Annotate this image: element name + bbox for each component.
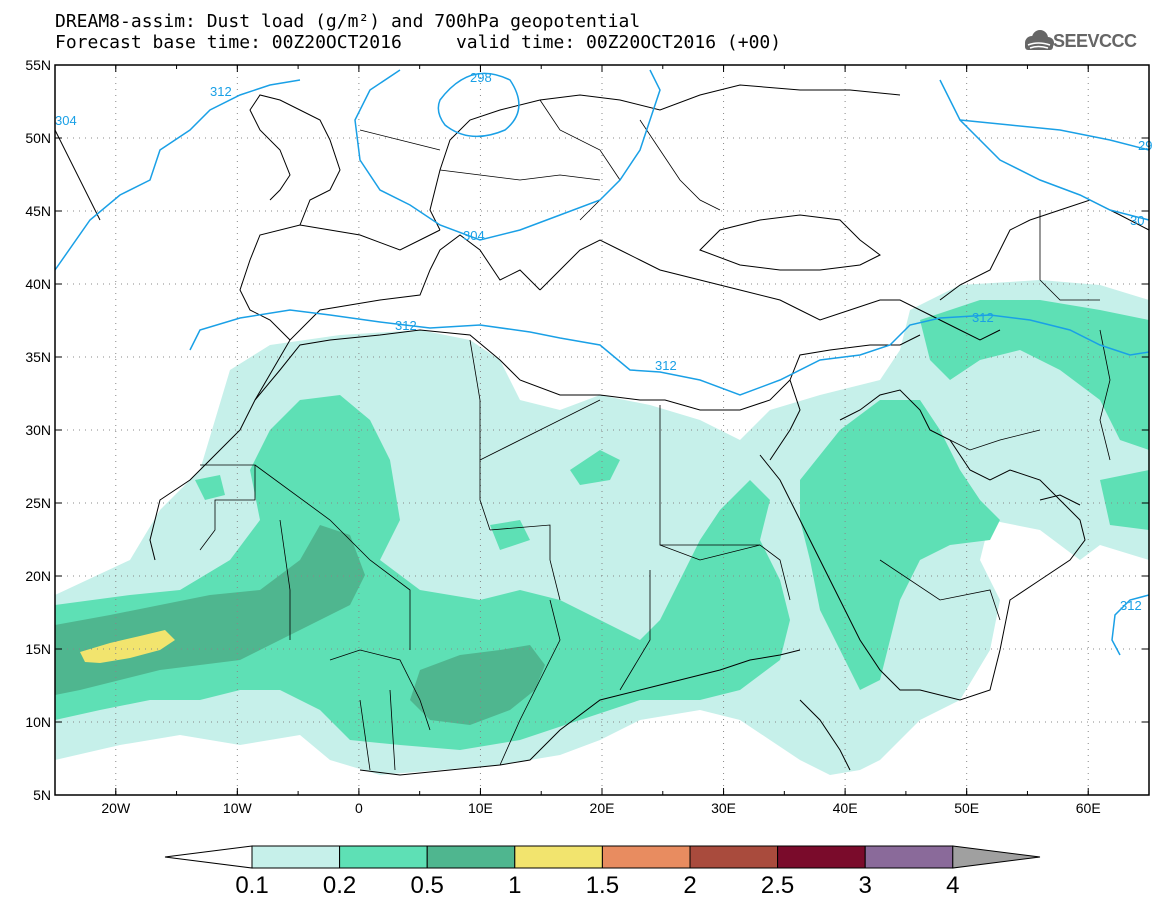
x-tick-label: 50E	[954, 800, 979, 816]
colorbar-lower-arrow	[164, 845, 253, 869]
colorbar-label: 2.5	[760, 872, 795, 899]
contour-label: 298	[470, 70, 492, 85]
colorbar-segment	[689, 845, 779, 869]
y-tick-label: 30N	[25, 422, 51, 438]
y-axis-labels: 55N 50N 45N 40N 35N 30N 25N 20N 15N 10N 5N	[25, 57, 51, 803]
country-borders	[199, 99, 1111, 771]
forecast-time-line: Forecast base time: 00Z20OCT2016 valid t…	[55, 32, 782, 53]
colorbar-upper-arrow	[952, 845, 1041, 869]
y-tick-label: 10N	[25, 714, 51, 730]
x-tick-label: 20W	[101, 800, 131, 816]
x-axis-labels: 20W 10W 0 10E 20E 30E 40E 50E 60E	[101, 800, 1100, 816]
grid-lines	[55, 65, 1149, 795]
colorbar-segment	[864, 845, 954, 869]
contour-label: 312	[395, 318, 417, 333]
logo-text: SEEVCCC	[1053, 31, 1137, 51]
colorbar-label: 4	[946, 872, 960, 899]
colorbar-segment	[514, 845, 603, 869]
contour-label: 304	[463, 228, 485, 243]
colorbar-label: 3	[858, 872, 872, 899]
contour-label: 29	[1138, 138, 1152, 153]
axis-ticks	[54, 64, 1150, 796]
dust-level-1	[80, 630, 175, 663]
x-tick-label: 30E	[711, 800, 736, 816]
contour-label: 312	[655, 358, 677, 373]
y-tick-label: 20N	[25, 568, 51, 584]
y-tick-label: 15N	[25, 641, 51, 657]
x-tick-label: 40E	[833, 800, 858, 816]
map-title: DREAM8-assim: Dust load (g/m²) and 700hP…	[55, 11, 641, 32]
x-tick-label: 0	[355, 800, 363, 816]
y-tick-label: 35N	[25, 349, 51, 365]
colorbar-segment	[777, 845, 866, 869]
contour-labels: 312 298 304 304 312 312 312 29 30 312	[55, 70, 1152, 613]
colorbar	[164, 845, 1041, 869]
cloud-logo-icon	[1025, 30, 1054, 50]
colorbar-segment	[251, 845, 341, 869]
y-tick-label: 5N	[33, 787, 51, 803]
contour-label: 312	[210, 84, 232, 99]
colorbar-label: 2	[683, 872, 697, 899]
y-tick-label: 40N	[25, 276, 51, 292]
map-plot-area	[55, 65, 1149, 795]
contour-label: 304	[55, 113, 77, 128]
colorbar-label: 1	[508, 872, 522, 899]
x-tick-label: 10W	[223, 800, 253, 816]
y-tick-label: 55N	[25, 57, 51, 73]
colorbar-segment	[601, 845, 691, 869]
dust-level-0.2	[55, 300, 1149, 750]
colorbar-label: 0.2	[322, 872, 357, 899]
x-tick-label: 60E	[1076, 800, 1101, 816]
colorbar-segment	[426, 845, 516, 869]
y-tick-label: 45N	[25, 203, 51, 219]
y-tick-label: 25N	[25, 495, 51, 511]
x-tick-label: 10E	[468, 800, 493, 816]
contour-label: 312	[1120, 598, 1142, 613]
colorbar-label: 0.5	[410, 872, 444, 899]
geopotential-contours	[55, 69, 1149, 656]
colorbar-label: 0.1	[235, 872, 269, 899]
x-tick-label: 20E	[590, 800, 615, 816]
colorbar-label: 1.5	[585, 872, 620, 899]
contour-label: 30	[1130, 213, 1144, 228]
y-tick-label: 50N	[25, 130, 51, 146]
contour-label: 312	[972, 310, 994, 325]
colorbar-segment	[339, 845, 428, 869]
